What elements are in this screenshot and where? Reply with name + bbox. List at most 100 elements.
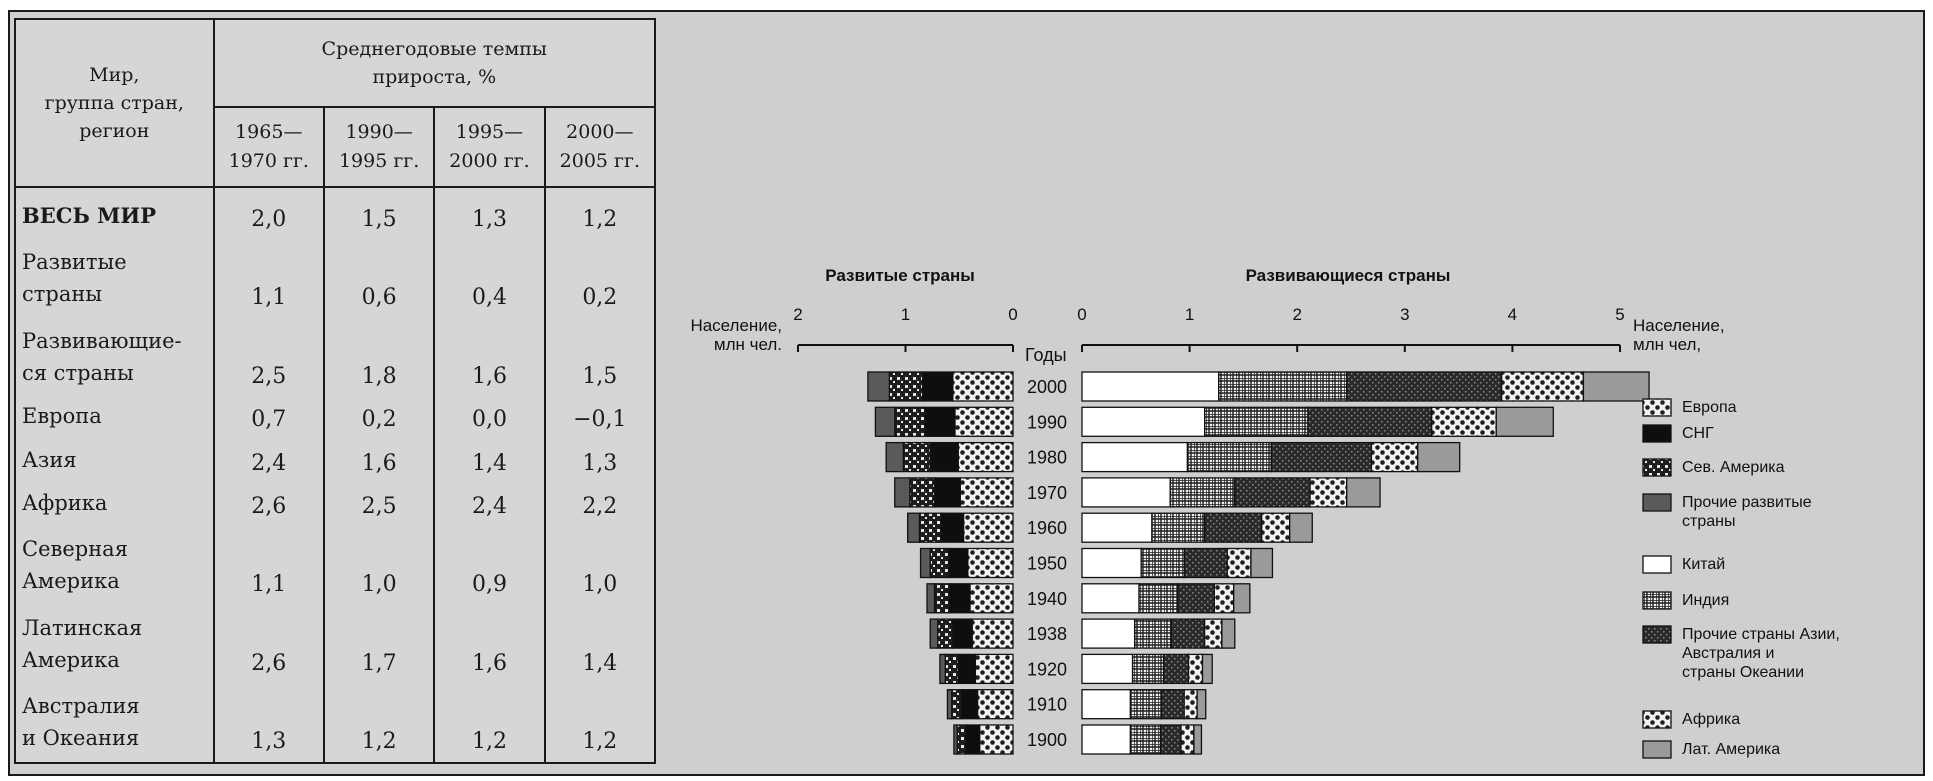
bar-developing-0: [1081, 618, 1136, 649]
region-name-line: Европа: [22, 404, 102, 429]
bar-developed-2: [894, 406, 926, 437]
bar-developed-2: [951, 689, 963, 720]
year-label: 1940: [1027, 589, 1067, 609]
region-header-line: Мир,: [89, 64, 140, 86]
legend-item: Сев. Америка: [1642, 458, 1785, 477]
bar-developed-2: [909, 477, 936, 508]
rate-value: 1,6: [322, 440, 436, 484]
bars-group: [867, 371, 1650, 755]
legend-label: Прочие развитые страны: [1682, 494, 1812, 530]
legend-item: Европа: [1642, 398, 1737, 417]
legend-label: Сев. Америка: [1682, 459, 1785, 476]
region-name-line: страны: [22, 282, 103, 307]
region-name: Европа: [14, 396, 215, 441]
bar-developing-3: [1431, 406, 1497, 437]
table-row: Азия 2,4 1,6 1,4 1,3: [14, 440, 657, 484]
bar-developing-3: [1187, 653, 1204, 685]
bar-developed-3: [926, 583, 936, 614]
rate-value: 1,6: [433, 318, 546, 397]
rates-header-line: Среднегодовые темпы: [321, 38, 548, 60]
legend-item: Прочие развитые страны: [1642, 493, 1812, 530]
bar-developing-4: [1417, 441, 1461, 473]
region-name-line: и Океания: [22, 726, 140, 750]
bar-developing-0: [1081, 441, 1189, 473]
bar-developing-2: [1204, 512, 1263, 543]
years-label: Годы: [1025, 345, 1067, 365]
rate-value: 1,6: [433, 605, 546, 684]
bar-developing-4: [1233, 583, 1251, 614]
legend-swatch: [1642, 555, 1672, 574]
bar-developing-3: [1226, 547, 1252, 579]
bar-developing-2: [1163, 653, 1190, 685]
rates-column-header: Среднегодовые темпы прироста, %: [212, 18, 657, 108]
rate-value: 0,9: [433, 527, 546, 606]
bar-developing-2: [1159, 724, 1182, 755]
year-label: 1960: [1027, 518, 1067, 538]
legend-item: Прочие страны Азии, Австралия и страны Оке…: [1642, 625, 1840, 681]
bar-developing-1: [1218, 371, 1348, 402]
bar-developed-0: [959, 477, 1014, 508]
table-row: ВЕСЬ МИР 2,0 1,5 1,3 1,2: [14, 185, 657, 241]
year-label: 1980: [1027, 448, 1067, 468]
table-row: Европа 0,7 0,2 0,0 −0,1: [14, 396, 657, 441]
rate-value: 2,5: [212, 318, 325, 397]
rate-value: 1,1: [212, 240, 325, 319]
left-tick-label: 1: [901, 305, 910, 324]
bar-developing-3: [1261, 512, 1291, 543]
right-tick-label: 1: [1185, 305, 1194, 324]
bar-developing-2: [1177, 583, 1215, 614]
bar-developed-3: [946, 689, 953, 720]
year-label: 1950: [1027, 554, 1067, 574]
bar-developed-2: [888, 371, 924, 402]
year-label: 1910: [1027, 695, 1067, 715]
legend-swatch: [1642, 398, 1672, 417]
rate-value: 1,3: [212, 683, 325, 763]
bar-developing-4: [1346, 477, 1381, 508]
bar-developing-1: [1140, 547, 1185, 579]
bar-developed-3: [929, 618, 939, 649]
rate-value: 2,6: [212, 483, 325, 528]
region-name-line: Латинская: [22, 615, 143, 640]
legend-label: Китай: [1682, 556, 1725, 573]
rate-value: 1,5: [322, 185, 436, 241]
bar-developed-3: [867, 371, 891, 402]
bar-developed-1: [940, 512, 965, 543]
left-axis-label: Население,: [690, 316, 782, 335]
bar-developing-0: [1081, 724, 1132, 755]
bar-developed-0: [962, 512, 1014, 543]
bar-developed-1: [948, 583, 971, 614]
region-name-line: ся страны: [22, 360, 134, 385]
bar-developed-1: [933, 477, 961, 508]
bar-developed-1: [952, 618, 973, 649]
period-line: 1990—: [345, 121, 413, 143]
year-label: 1900: [1027, 730, 1067, 750]
period-header: 1965— 1970 гг.: [212, 106, 325, 188]
rate-value: 2,6: [212, 605, 325, 684]
bar-developed-3: [953, 724, 958, 755]
bar-developed-2: [929, 547, 950, 579]
legend-label: Индия: [1682, 592, 1729, 609]
year-label: 1920: [1027, 659, 1067, 679]
region-name-line: ВЕСЬ МИР: [22, 203, 156, 229]
bar-developing-1: [1129, 689, 1163, 720]
bar-developed-0: [979, 724, 1014, 755]
bar-developed-0: [969, 583, 1014, 614]
rate-value: 1,2: [543, 683, 657, 763]
period-header: 2000— 2005 гг.: [543, 106, 657, 188]
rate-value: −0,1: [543, 396, 657, 441]
bar-developing-4: [1201, 653, 1213, 685]
legend-label: Африка: [1682, 711, 1740, 728]
legend-label: Европа: [1682, 399, 1737, 416]
bar-developed-3: [885, 441, 905, 473]
bar-developing-3: [1204, 618, 1223, 649]
left-tick-label: 2: [793, 305, 802, 324]
rate-value: 1,3: [543, 440, 657, 484]
bar-developing-1: [1204, 406, 1309, 437]
left-axis: 2 1 0: [793, 305, 1018, 352]
year-label: 1970: [1027, 483, 1067, 503]
bar-developed-0: [967, 547, 1014, 579]
bar-developing-0: [1081, 583, 1140, 614]
legend-item: Африка: [1642, 710, 1740, 729]
region-name: Африка: [14, 483, 215, 528]
